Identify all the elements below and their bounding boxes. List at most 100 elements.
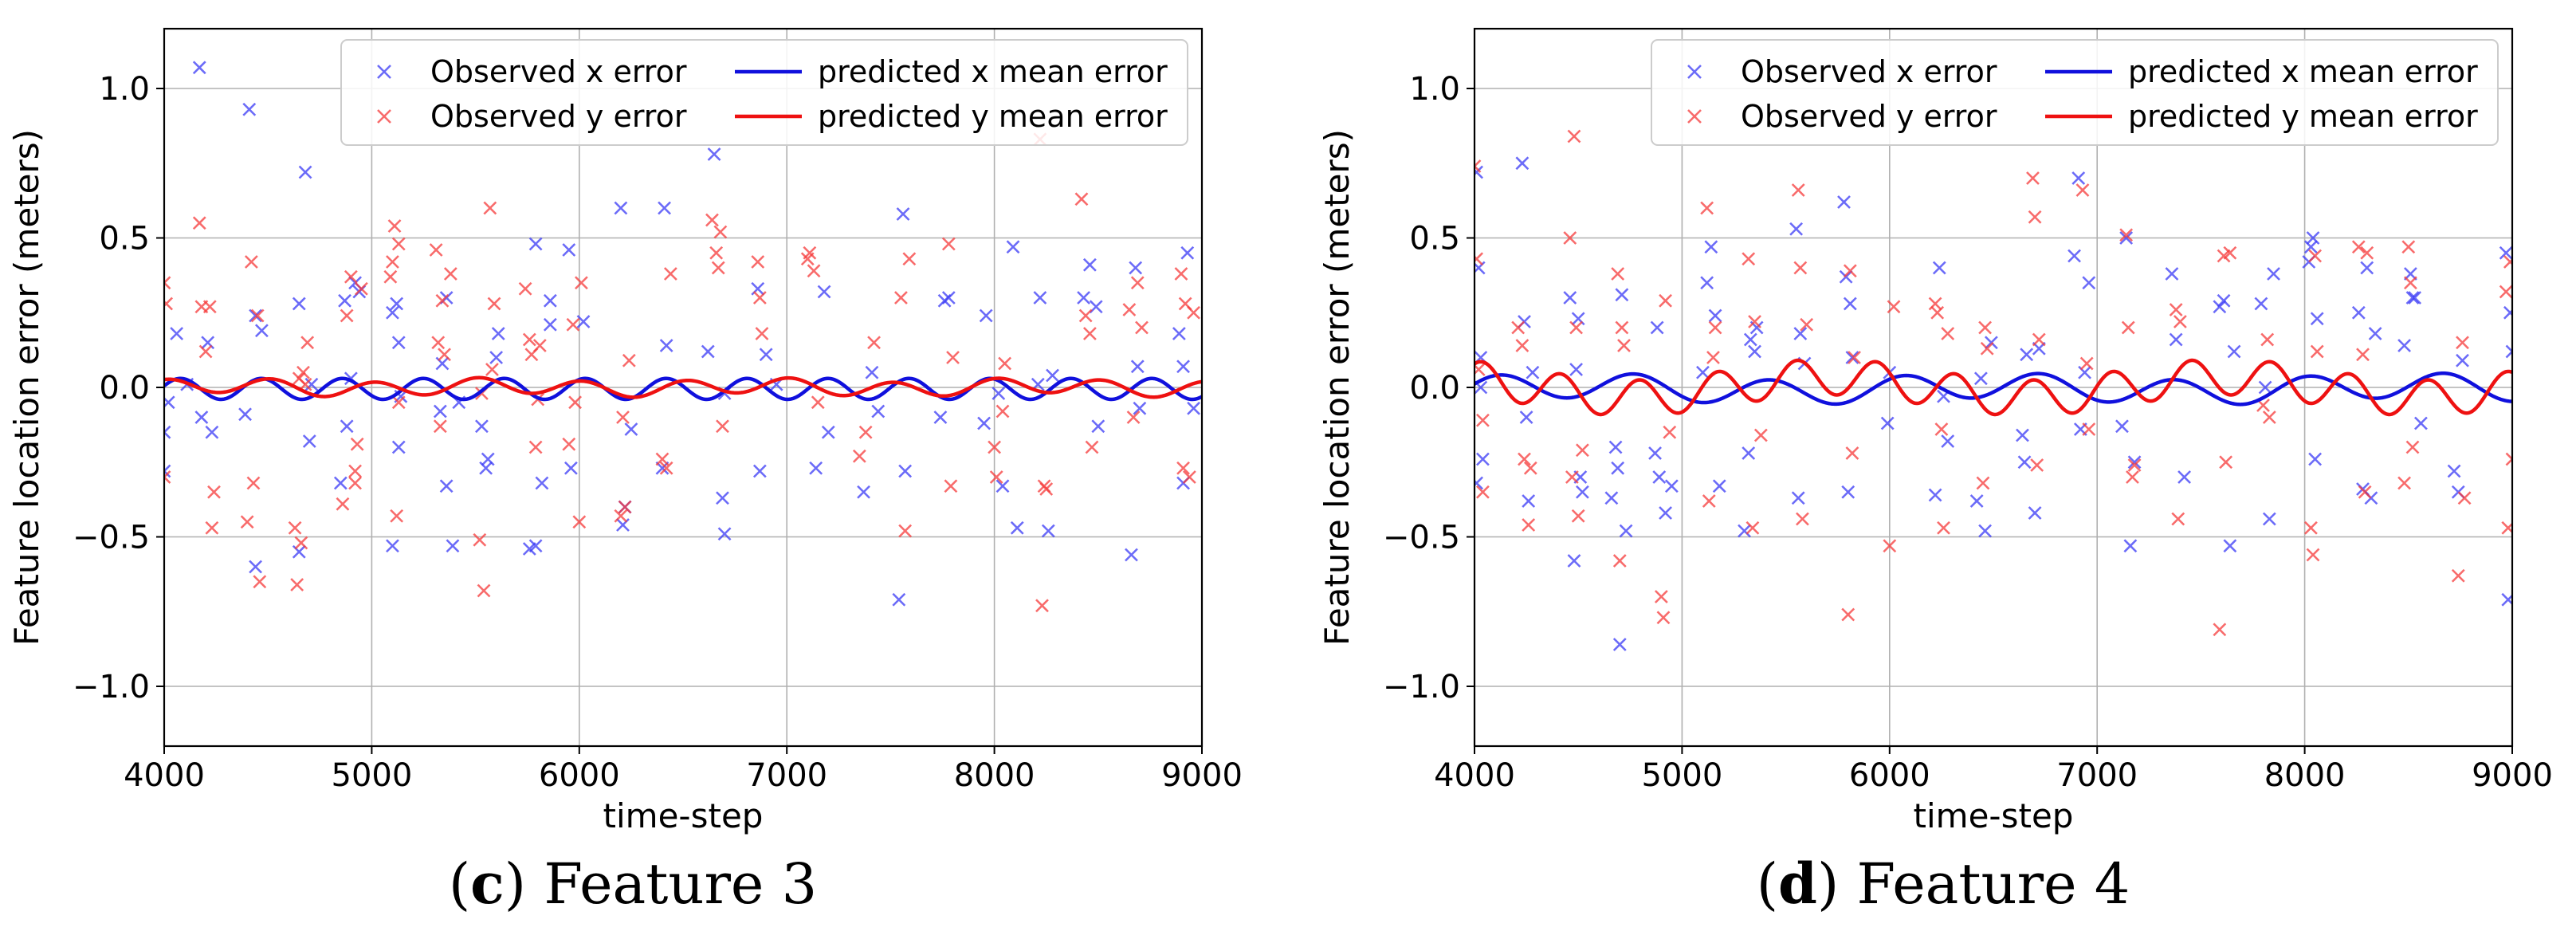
- observed-y-point: [2457, 491, 2472, 505]
- observed-x-point: [1567, 554, 1581, 568]
- observed-x-point: [821, 425, 835, 439]
- observed-x-point: [1696, 365, 1710, 379]
- observed-x-point: [249, 560, 262, 574]
- observed-x-point: [474, 419, 489, 434]
- observed-y-point: [2403, 276, 2417, 290]
- legend-label: Observed x error: [1741, 54, 1997, 89]
- predicted-x-mean-line: [1475, 371, 2512, 407]
- observed-x-point: [192, 61, 206, 75]
- observed-x-point: [1843, 297, 1857, 311]
- observed-y-point: [164, 276, 171, 290]
- observed-x-point: [1941, 434, 1955, 448]
- observed-y-point: [1841, 607, 1855, 622]
- predicted-y-mean-line: [164, 375, 1202, 399]
- observed-y-point: [391, 237, 406, 251]
- observed-y-point: [946, 351, 960, 364]
- observed-y-point: [288, 521, 302, 535]
- observed-y-point: [995, 404, 1010, 418]
- observed-x-point: [2165, 267, 2179, 281]
- observed-x-point: [701, 344, 715, 359]
- observed-y-point: [663, 267, 677, 281]
- observed-y-point: [1135, 320, 1149, 335]
- predicted-x-mean-line: [164, 376, 1202, 402]
- observed-y-point: [711, 261, 725, 275]
- observed-x-point: [1033, 291, 1047, 305]
- observed-x-point: [340, 419, 354, 434]
- x-tick-label: 9000: [2472, 757, 2553, 794]
- observed-y-point: [616, 411, 630, 424]
- observed-y-point: [1078, 308, 1093, 323]
- observed-y-point: [2121, 320, 2135, 335]
- observed-y-point: [2505, 452, 2512, 466]
- observed-x-point: [2123, 539, 2138, 553]
- observed-y-point: [1035, 599, 1049, 613]
- observed-y-point: [340, 308, 354, 323]
- legend-label: predicted y mean error: [818, 99, 1168, 134]
- observed-y-point: [477, 584, 491, 598]
- observed-x-point: [1522, 494, 1536, 508]
- legend-label: predicted x mean error: [818, 54, 1168, 89]
- observed-y-point: [803, 246, 817, 260]
- chart-panel-c: 4000 5000 6000 7000 8000 9000 −1.0 −0.5 0.0 0.5 1.…: [7, 27, 1243, 917]
- observed-x-point: [446, 539, 460, 553]
- observed-x-point: [933, 411, 948, 424]
- observed-x-point: [1604, 491, 1619, 505]
- plot-marks: [164, 61, 1202, 613]
- x-tick-label: 4000: [124, 757, 205, 794]
- observed-x-point: [2351, 305, 2366, 320]
- observed-y-point: [751, 255, 765, 269]
- y-tick-label: −0.5: [1383, 520, 1460, 556]
- observed-y-point: [1475, 252, 1484, 266]
- legend-observed-x-marker: [1687, 65, 1702, 79]
- observed-y-point: [1518, 452, 1531, 466]
- observed-y-point: [296, 365, 310, 379]
- caption-panel-letter: c: [470, 851, 505, 917]
- observed-y-point: [532, 339, 547, 352]
- observed-y-point: [1745, 521, 1760, 535]
- observed-x-point: [2082, 276, 2096, 290]
- observed-y-point: [1565, 470, 1579, 484]
- observed-y-point: [348, 464, 362, 478]
- observed-x-point: [977, 416, 991, 430]
- panel-caption: (c) Feature 3: [449, 851, 817, 917]
- observed-y-point: [572, 515, 587, 529]
- observed-x-point: [1130, 360, 1145, 374]
- observed-y-point: [894, 291, 908, 305]
- observed-y-point: [391, 395, 406, 410]
- observed-x-point: [2017, 455, 2032, 470]
- observed-y-point: [2397, 476, 2412, 490]
- observed-y-point: [614, 509, 628, 523]
- observed-y-point: [2126, 470, 2139, 484]
- observed-x-point: [2223, 539, 2237, 553]
- observed-y-point: [1753, 428, 1768, 442]
- observed-x-point: [857, 485, 870, 499]
- observed-y-point: [1742, 252, 1756, 266]
- y-tick-label: 1.0: [1409, 71, 1460, 108]
- observed-y-point: [1654, 590, 1668, 603]
- observed-x-point: [2414, 416, 2428, 430]
- observed-y-point: [2079, 356, 2094, 371]
- observed-y-point: [2310, 344, 2324, 359]
- observed-x-point: [752, 464, 767, 478]
- y-axis-label: Feature location error (meters): [7, 129, 46, 646]
- observed-x-point: [562, 243, 576, 257]
- observed-x-point: [2505, 344, 2512, 359]
- observed-y-point: [1563, 231, 1577, 245]
- observed-y-point: [2456, 336, 2469, 350]
- observed-x-point: [624, 422, 638, 436]
- observed-y-point: [2303, 521, 2318, 535]
- observed-y-point: [483, 201, 497, 215]
- observed-y-point: [2401, 240, 2416, 254]
- observed-y-point: [2219, 455, 2233, 470]
- observed-x-point: [2217, 293, 2231, 308]
- observed-y-point: [1126, 411, 1141, 424]
- observed-x-point: [338, 293, 351, 308]
- observed-x-point: [489, 351, 504, 364]
- observed-x-point: [995, 479, 1010, 493]
- caption-close-paren: ): [505, 851, 544, 917]
- observed-x-point: [1704, 240, 1718, 254]
- observed-x-point: [1569, 363, 1584, 376]
- observed-y-point: [1617, 339, 1631, 352]
- x-tick-label: 6000: [539, 757, 620, 794]
